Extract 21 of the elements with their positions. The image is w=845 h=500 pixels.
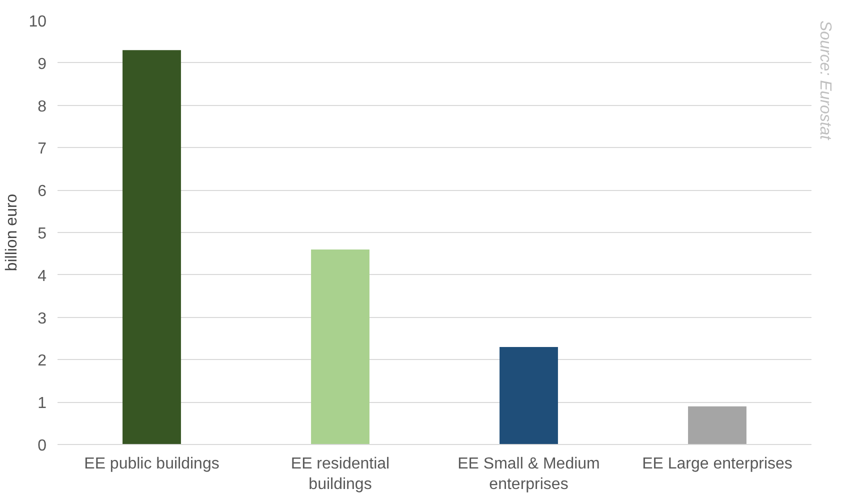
y-tick-label: 3 <box>38 310 47 328</box>
y-tick-label: 10 <box>28 14 47 30</box>
bar <box>311 249 370 444</box>
y-tick-label: 1 <box>38 395 47 412</box>
source-note: Source: Eurostat <box>816 20 834 140</box>
y-tick-label: 6 <box>38 183 47 200</box>
x-tick-label: EE Large enterprises <box>642 456 792 472</box>
y-axis-title: billion euro <box>4 194 21 272</box>
x-tick-label: EE residential buildings <box>290 456 390 493</box>
y-tick-label: 2 <box>38 352 47 370</box>
y-tick-label: 5 <box>38 226 47 242</box>
x-tick-label: EE public buildings <box>84 456 220 472</box>
y-tick-label: 0 <box>38 438 47 454</box>
y-tick-label: 8 <box>38 98 47 116</box>
x-tick-label: EE Small & Medium enterprises <box>458 456 600 493</box>
bar <box>688 406 746 444</box>
y-tick-label: 9 <box>38 56 47 73</box>
y-tick-label: 7 <box>38 140 47 158</box>
bar <box>122 50 181 444</box>
bar <box>500 346 558 444</box>
y-tick-label: 4 <box>38 268 47 285</box>
